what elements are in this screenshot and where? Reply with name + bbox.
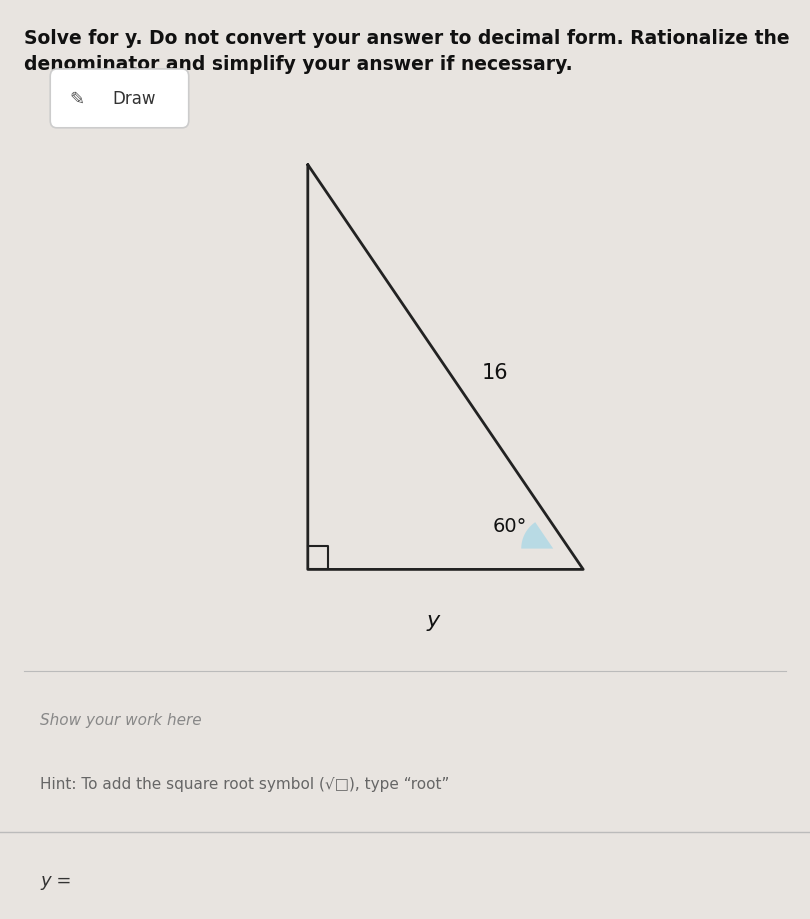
Text: denominator and simplify your answer if necessary.: denominator and simplify your answer if … [24,55,573,74]
Text: Hint: To add the square root symbol (√□), type “root”: Hint: To add the square root symbol (√□)… [40,777,450,791]
Text: 16: 16 [482,362,509,382]
Text: y =: y = [40,871,72,890]
Text: Show your work here: Show your work here [40,712,202,727]
Text: y: y [427,610,440,630]
Text: Solve for y. Do not convert your answer to decimal form. Rationalize the: Solve for y. Do not convert your answer … [24,29,790,49]
Text: ✎: ✎ [70,90,84,108]
Polygon shape [521,523,553,549]
Text: Draw: Draw [112,90,156,108]
Text: 60°: 60° [492,516,526,535]
FancyBboxPatch shape [50,70,189,129]
